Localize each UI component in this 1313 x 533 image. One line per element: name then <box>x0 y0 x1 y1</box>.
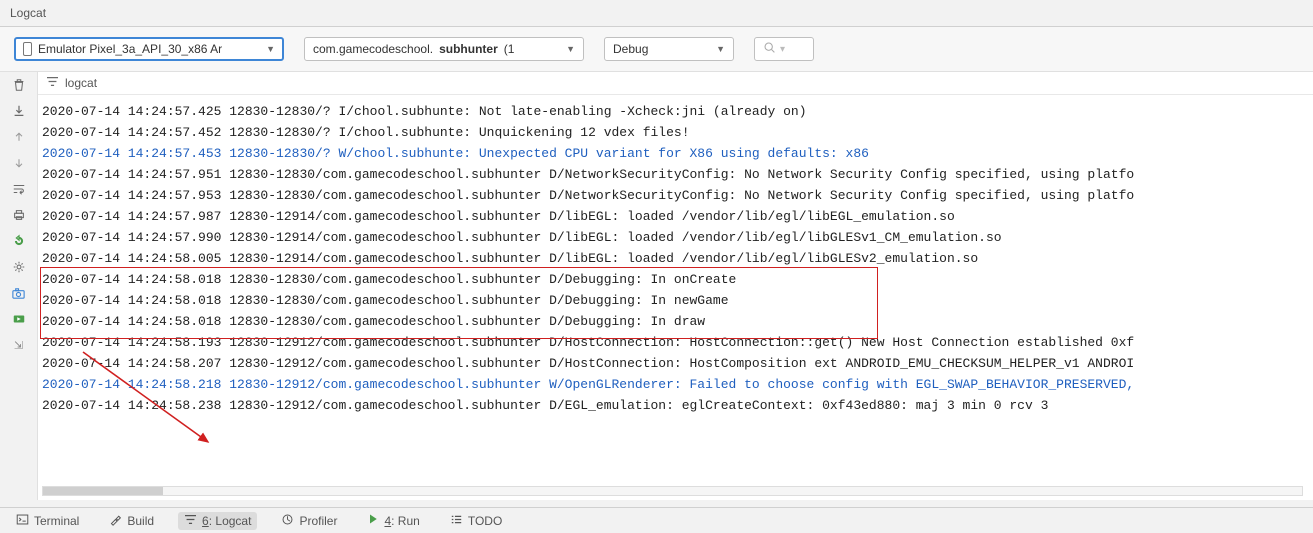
tab-terminal-label: Terminal <box>34 514 79 528</box>
todo-icon <box>450 514 463 528</box>
process-prefix: com.gamecodeschool. <box>313 42 433 56</box>
process-suffix: (1 <box>504 42 515 56</box>
log-line[interactable]: 2020-07-14 14:24:57.951 12830-12830/com.… <box>42 164 1309 185</box>
tab-build-label: Build <box>127 514 154 528</box>
log-line[interactable]: 2020-07-14 14:24:57.452 12830-12830/? I/… <box>42 122 1309 143</box>
device-label: Emulator Pixel_3a_API_30_x86 Ar <box>38 42 222 56</box>
process-bold: subhunter <box>439 42 498 56</box>
log-lines[interactable]: 2020-07-14 14:24:57.425 12830-12830/? I/… <box>38 95 1313 422</box>
record-icon[interactable] <box>10 310 28 328</box>
log-line[interactable]: 2020-07-14 14:24:57.987 12830-12914/com.… <box>42 206 1309 227</box>
wrap-icon[interactable] <box>10 180 28 198</box>
tab-logcat-label: : Logcat <box>209 514 252 528</box>
log-tab-header: logcat <box>38 72 1313 95</box>
device-dropdown[interactable]: Emulator Pixel_3a_API_30_x86 Ar ▼ <box>14 37 284 61</box>
horizontal-scrollbar[interactable] <box>42 486 1303 496</box>
phone-icon <box>23 42 32 56</box>
trash-icon[interactable] <box>10 76 28 94</box>
log-line[interactable]: 2020-07-14 14:24:58.193 12830-12912/com.… <box>42 332 1309 353</box>
log-line[interactable]: 2020-07-14 14:24:58.018 12830-12830/com.… <box>42 269 1309 290</box>
log-line[interactable]: 2020-07-14 14:24:57.453 12830-12830/? W/… <box>42 143 1309 164</box>
export-icon[interactable] <box>10 102 28 120</box>
log-tab-label: logcat <box>65 76 97 90</box>
tab-build[interactable]: Build <box>103 511 160 531</box>
print-icon[interactable] <box>10 206 28 224</box>
gear-icon[interactable] <box>10 258 28 276</box>
tab-logcat[interactable]: 6: Logcat <box>178 512 257 530</box>
bottom-tool-tabs: Terminal Build 6: Logcat Profiler 4: Run… <box>0 507 1313 533</box>
tab-run-label: : Run <box>391 514 420 528</box>
filter-controls: Emulator Pixel_3a_API_30_x86 Ar ▼ com.ga… <box>0 27 1313 72</box>
up-arrow-icon[interactable] <box>10 128 28 146</box>
tab-profiler-label: Profiler <box>299 514 337 528</box>
process-dropdown[interactable]: com.gamecodeschool. subhunter (1 ▼ <box>304 37 584 61</box>
content-area: ⇲ logcat 2020-07-14 14:24:57.425 12830-1… <box>0 72 1313 500</box>
log-line[interactable]: 2020-07-14 14:24:57.953 12830-12830/com.… <box>42 185 1309 206</box>
level-dropdown[interactable]: Debug ▼ <box>604 37 734 61</box>
log-line[interactable]: 2020-07-14 14:24:58.005 12830-12914/com.… <box>42 248 1309 269</box>
chevron-down-icon: ▼ <box>266 44 275 54</box>
left-toolbar: ⇲ <box>0 72 38 500</box>
log-line[interactable]: 2020-07-14 14:24:58.018 12830-12830/com.… <box>42 290 1309 311</box>
tab-terminal[interactable]: Terminal <box>10 511 85 531</box>
level-label: Debug <box>613 42 648 56</box>
search-regex-indicator: ▾ <box>780 44 785 55</box>
tab-todo[interactable]: TODO <box>444 512 508 530</box>
log-viewer: logcat 2020-07-14 14:24:57.425 12830-128… <box>38 72 1313 500</box>
filter-icon[interactable] <box>46 76 59 90</box>
chevron-down-icon: ▼ <box>566 44 575 54</box>
camera-icon[interactable] <box>10 284 28 302</box>
expand-icon[interactable]: ⇲ <box>10 336 28 354</box>
terminal-icon <box>16 513 29 529</box>
log-line[interactable]: 2020-07-14 14:24:57.990 12830-12914/com.… <box>42 227 1309 248</box>
log-line[interactable]: 2020-07-14 14:24:58.218 12830-12912/com.… <box>42 374 1309 395</box>
tab-logcat-num: 6 <box>202 514 209 528</box>
log-line[interactable]: 2020-07-14 14:24:58.207 12830-12912/com.… <box>42 353 1309 374</box>
chevron-down-icon: ▼ <box>716 44 725 54</box>
tab-profiler[interactable]: Profiler <box>275 511 343 531</box>
down-arrow-icon[interactable] <box>10 154 28 172</box>
run-icon <box>367 513 379 528</box>
tab-todo-label: TODO <box>468 514 502 528</box>
logcat-icon <box>184 514 197 528</box>
profiler-icon <box>281 513 294 529</box>
panel-title: Logcat <box>0 0 1313 27</box>
search-icon <box>763 41 776 57</box>
log-line[interactable]: 2020-07-14 14:24:57.425 12830-12830/? I/… <box>42 101 1309 122</box>
log-line[interactable]: 2020-07-14 14:24:58.238 12830-12912/com.… <box>42 395 1309 416</box>
log-line[interactable]: 2020-07-14 14:24:58.018 12830-12830/com.… <box>42 311 1309 332</box>
hammer-icon <box>109 513 122 529</box>
restart-icon[interactable] <box>10 232 28 250</box>
search-input[interactable]: ▾ <box>754 37 814 61</box>
tab-run[interactable]: 4: Run <box>361 511 425 530</box>
